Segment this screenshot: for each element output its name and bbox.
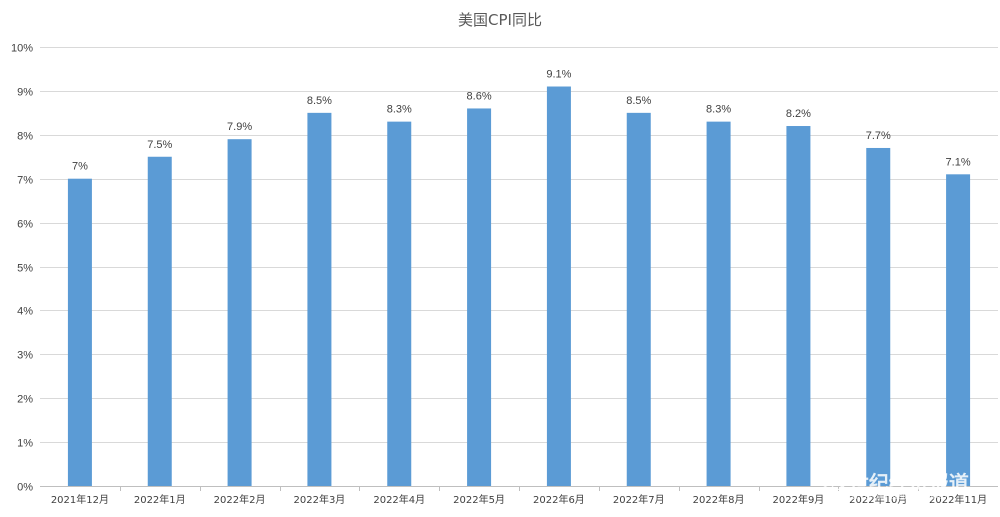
bar bbox=[706, 121, 731, 486]
x-tick-label: 2022年11月 bbox=[929, 493, 987, 506]
x-tick-label: 2022年10月 bbox=[849, 493, 907, 506]
bar bbox=[67, 178, 92, 486]
y-tick-label: 5% bbox=[17, 263, 33, 275]
chart-title: 美国CPI同比 bbox=[458, 11, 542, 29]
y-tick-label: 1% bbox=[17, 438, 33, 450]
x-tick-label: 2022年6月 bbox=[533, 493, 585, 506]
y-tick-label: 7% bbox=[17, 175, 33, 187]
bar bbox=[387, 121, 412, 486]
y-tick-label: 4% bbox=[17, 306, 33, 318]
bar bbox=[467, 108, 492, 487]
bar bbox=[946, 174, 971, 486]
bar bbox=[227, 139, 252, 486]
y-tick-label: 10% bbox=[11, 43, 33, 55]
y-tick-label: 8% bbox=[17, 131, 33, 143]
data-label: 7% bbox=[72, 161, 88, 173]
watermark-sub: 21ST CENTURY BUSINESS HERALD bbox=[843, 494, 946, 501]
bar bbox=[786, 126, 811, 487]
data-label: 8.3% bbox=[706, 104, 731, 116]
y-tick-label: 2% bbox=[17, 394, 33, 406]
y-tick-label: 3% bbox=[17, 350, 33, 362]
y-tick-label: 9% bbox=[17, 87, 33, 99]
data-label: 8.6% bbox=[467, 90, 492, 102]
bar bbox=[866, 147, 891, 486]
bar bbox=[546, 86, 571, 486]
data-label: 8.5% bbox=[626, 95, 651, 107]
data-label: 7.7% bbox=[866, 130, 891, 142]
x-tick-label: 2022年8月 bbox=[693, 493, 745, 506]
data-label: 8.3% bbox=[387, 104, 412, 116]
bar bbox=[307, 112, 332, 486]
bar bbox=[626, 112, 651, 486]
x-tick-label: 2022年1月 bbox=[134, 493, 186, 506]
watermark: 21世纪经济报道 21ST CENTURY BUSINESS HERALD bbox=[821, 471, 969, 501]
y-tick-label: 0% bbox=[17, 482, 33, 494]
x-tick-label: 2021年12月 bbox=[51, 493, 109, 506]
x-tick-label: 2022年3月 bbox=[294, 493, 346, 506]
watermark-logo: 21世纪经济报道 bbox=[821, 471, 969, 495]
bar bbox=[147, 156, 172, 486]
x-tick-label: 2022年2月 bbox=[214, 493, 266, 506]
data-label: 7.9% bbox=[227, 121, 252, 133]
y-axis-ticks: 0% 1% 2% 3% 4% 5% 6% 7% 8% 9% 10% bbox=[11, 43, 33, 494]
gridlines bbox=[40, 47, 998, 487]
data-labels: 7% 7.5% 7.9% 8.5% 8.3% 8.6% 9.1% 8.5% 8.3% 8.2% 7.… bbox=[72, 69, 971, 173]
x-tick-label: 2022年4月 bbox=[373, 493, 425, 506]
y-tick-label: 6% bbox=[17, 219, 33, 231]
data-label: 8.5% bbox=[307, 95, 332, 107]
data-label: 7.5% bbox=[147, 139, 172, 151]
x-tick-label: 2022年9月 bbox=[773, 493, 825, 506]
bars bbox=[67, 86, 971, 487]
data-label: 7.1% bbox=[946, 156, 971, 168]
x-tick-label: 2022年5月 bbox=[453, 493, 505, 506]
data-label: 8.2% bbox=[786, 108, 811, 120]
x-tick-label: 2022年7月 bbox=[613, 493, 665, 506]
x-axis-ticks: 2021年12月 2022年1月 2022年2月 2022年3月 2022年4月 2022… bbox=[51, 486, 987, 506]
data-label: 9.1% bbox=[546, 69, 571, 81]
